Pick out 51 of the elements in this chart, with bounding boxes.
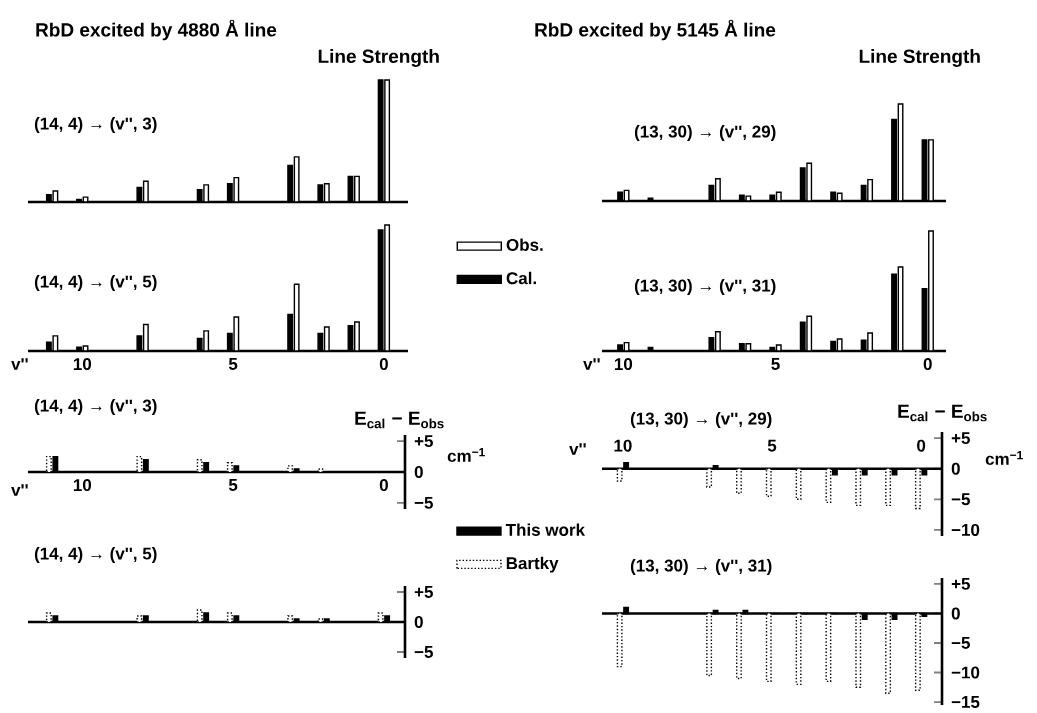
y-tick-label: 0 xyxy=(951,607,960,620)
annotation: (13, 30) → (v'', 31) xyxy=(634,279,776,295)
annotation: (13, 30) → (v'', 29) xyxy=(634,125,776,141)
y-tick-label: 0 xyxy=(414,616,423,629)
x-axis-title: v'' xyxy=(11,358,28,370)
y-axis-title: Line Strength xyxy=(318,49,439,67)
chart-title: RbD excited by 5145 Å line xyxy=(535,19,776,41)
legend-label: Cal. xyxy=(506,271,536,285)
text: cm$^{−1}$ xyxy=(447,448,485,462)
text: cm$^{−1}$ xyxy=(985,451,1023,465)
y-axis-title: E$_{cal}$ − E$_{obs}$ xyxy=(355,411,444,429)
x-axis-title: v'' xyxy=(583,358,600,370)
x-tick-label: 0 xyxy=(923,358,932,371)
text: (14, 4) → (v'', 5) xyxy=(34,547,157,563)
y-axis-title: Line Strength xyxy=(859,49,980,67)
legend-label: Bartky xyxy=(506,556,559,573)
legend-label: This work xyxy=(505,523,586,536)
x-axis-title: v'' xyxy=(569,443,586,455)
y-tick-label: −5 xyxy=(951,637,970,649)
x-tick-label: 5 xyxy=(771,358,780,370)
x-tick-label: 0 xyxy=(379,479,388,492)
text: (13, 30) → (v'', 29) xyxy=(630,412,772,428)
y-tick-label: +5 xyxy=(951,577,970,590)
annotation: (14, 4) → (v'', 5) xyxy=(34,275,157,291)
y-tick-label: 0 xyxy=(414,466,423,479)
y-tick-label: 0 xyxy=(951,462,960,475)
y-tick-label: −10 xyxy=(951,523,980,536)
x-tick-label: 10 xyxy=(614,358,633,371)
y-tick-label: −5 xyxy=(414,646,433,658)
chart-title: RbD excited by 4880 Å line xyxy=(36,19,277,41)
legend-label: Obs. xyxy=(506,238,543,251)
y-tick-label: +5 xyxy=(414,586,433,598)
annotation: (14, 4) → (v'', 3) xyxy=(34,117,157,133)
text: (14, 4) → (v'', 3) xyxy=(34,399,157,415)
x-tick-label: 0 xyxy=(917,439,926,452)
y-tick-label: −15 xyxy=(951,696,980,708)
y-tick-label: −5 xyxy=(414,496,433,509)
x-tick-label: 10 xyxy=(73,358,92,371)
text: (13, 30) → (v'', 31) xyxy=(630,559,772,575)
y-tick-label: −5 xyxy=(951,493,970,506)
x-tick-label: 10 xyxy=(73,479,92,492)
y-tick-label: +5 xyxy=(414,435,433,448)
x-tick-label: 0 xyxy=(379,358,388,371)
x-tick-label: 5 xyxy=(228,358,238,370)
x-tick-label: 5 xyxy=(228,479,238,491)
y-tick-label: +5 xyxy=(951,432,970,445)
x-tick-label: 10 xyxy=(614,439,632,452)
y-tick-label: −10 xyxy=(951,666,980,679)
x-tick-label: 5 xyxy=(767,439,777,452)
x-axis-title: v'' xyxy=(11,484,28,496)
y-axis-title: E$_{cal}$ − E$_{obs}$ xyxy=(898,404,987,422)
